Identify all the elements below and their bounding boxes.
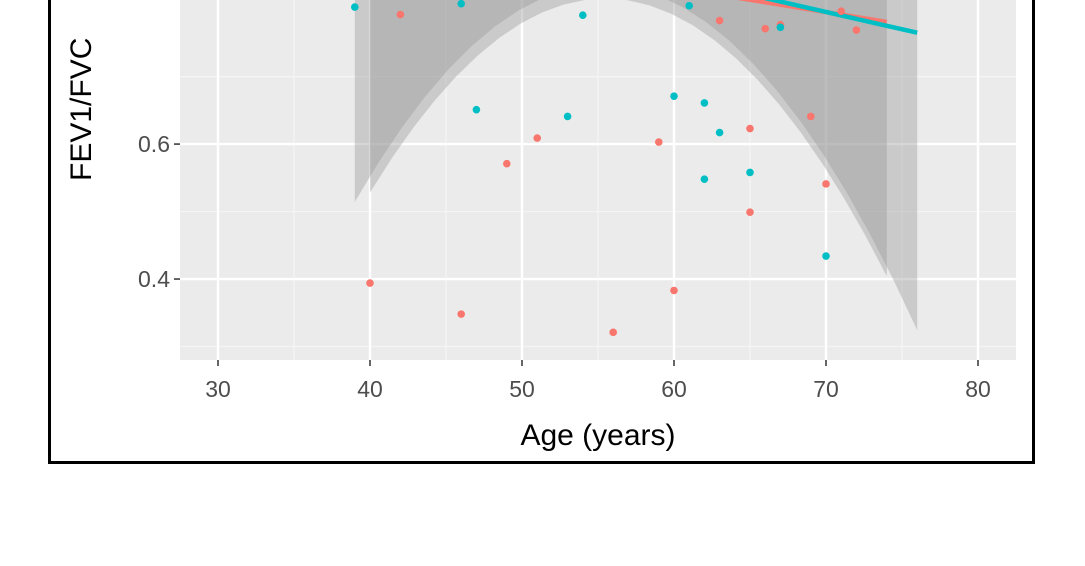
data-point	[396, 10, 405, 19]
data-point	[563, 112, 572, 121]
scatter-chart: 30 40 50 60 70 80 0.4 0.6 Age (years) FEV1/FVC	[65, 0, 1016, 452]
data-point	[685, 1, 693, 10]
data-point	[822, 252, 830, 260]
data-point	[761, 24, 769, 33]
data-point	[457, 310, 466, 318]
data-point	[366, 279, 374, 287]
confidence-band	[370, 0, 887, 277]
x-tick-label: 30	[205, 376, 231, 402]
data-point	[670, 92, 678, 100]
data-point	[715, 16, 724, 25]
data-point	[715, 128, 724, 137]
y-tick-label: 0.4	[138, 266, 170, 292]
data-point	[351, 3, 359, 11]
x-axis-ticks: 30 40 50 60 70 80	[205, 360, 991, 402]
figure-frame: 30 40 50 60 70 80 0.4 0.6 Age (years) FEV1/FVC	[48, 0, 1035, 464]
confidence-band	[354, 0, 918, 331]
data-point	[700, 99, 709, 107]
data-point	[579, 11, 587, 19]
data-point	[776, 23, 785, 32]
data-point	[609, 328, 617, 337]
data-point	[503, 159, 511, 168]
x-axis-title: Age (years)	[520, 419, 675, 452]
x-tick-label: 60	[661, 376, 687, 402]
fit-lines	[737, 0, 918, 35]
regression-line	[763, 0, 918, 35]
data-point	[746, 124, 754, 133]
x-tick-label: 80	[965, 376, 991, 402]
grid-lines	[180, 0, 1016, 360]
data-point	[746, 168, 754, 177]
data-point	[472, 105, 481, 114]
y-axis-ticks: 0.4 0.6	[138, 131, 180, 292]
data-point	[533, 134, 541, 142]
data-point	[700, 175, 709, 183]
y-tick-label: 0.6	[138, 131, 170, 157]
data-point	[670, 286, 678, 295]
x-tick-label: 70	[813, 376, 839, 402]
data-point	[807, 112, 815, 121]
data-point	[655, 138, 663, 146]
data-points	[351, 0, 861, 337]
y-axis-title: FEV1/FVC	[65, 38, 98, 181]
data-point	[822, 180, 830, 188]
confidence-bands	[354, 0, 918, 331]
x-tick-label: 50	[509, 376, 535, 402]
data-point	[837, 7, 845, 15]
data-point	[852, 26, 861, 34]
x-tick-label: 40	[357, 376, 383, 402]
data-point	[746, 208, 754, 217]
data-point	[457, 0, 465, 8]
